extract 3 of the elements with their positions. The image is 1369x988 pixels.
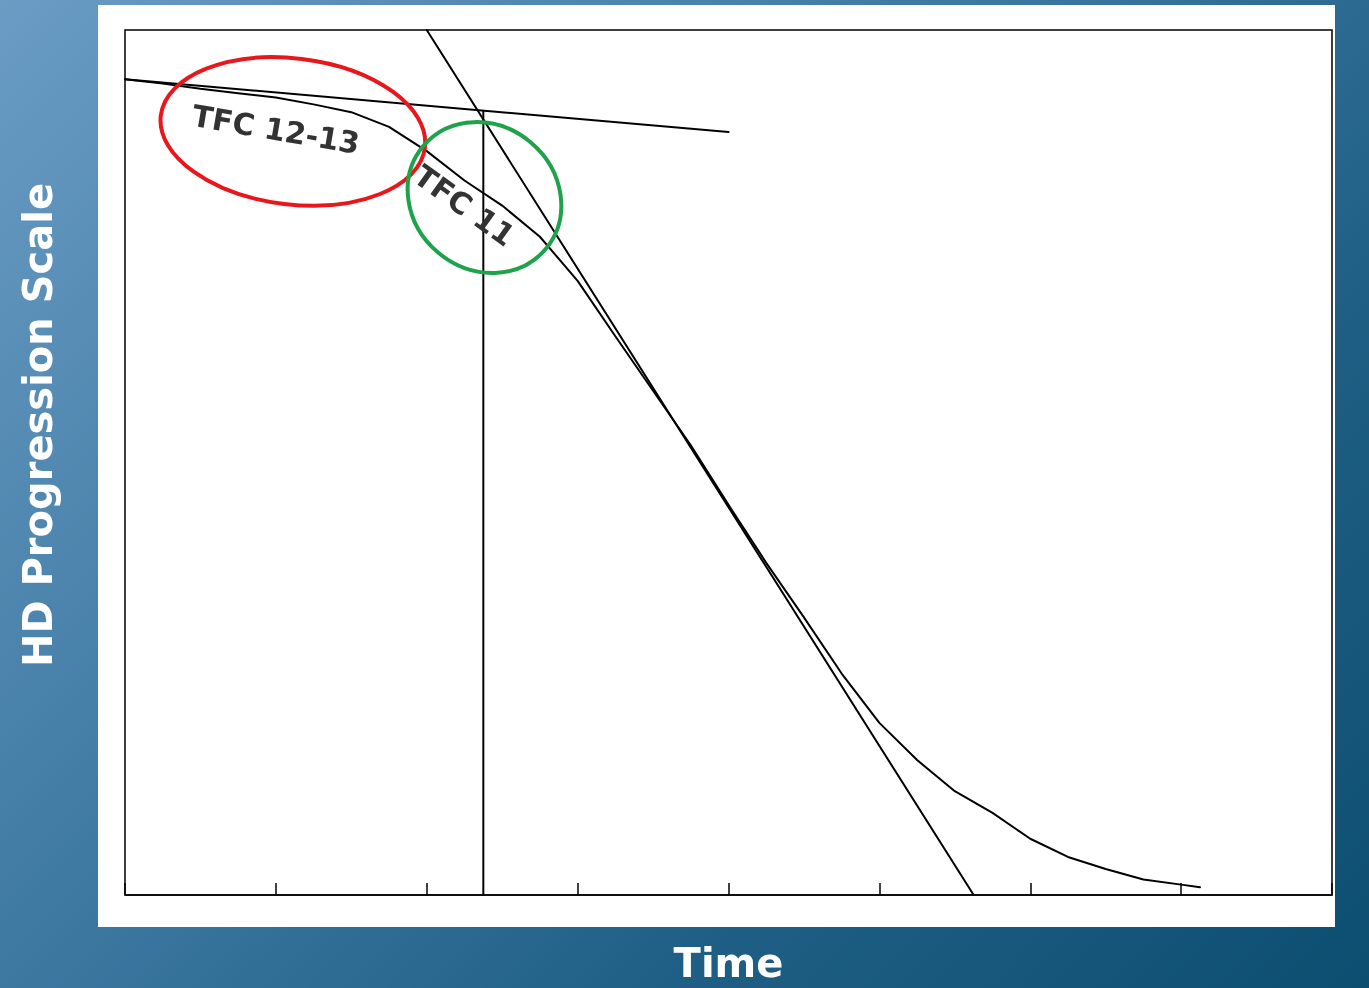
annotation: TFC 12-13 xyxy=(189,97,363,162)
y-axis-title: HD Progression Scale xyxy=(15,182,61,668)
x-axis-title: Time xyxy=(673,940,784,986)
